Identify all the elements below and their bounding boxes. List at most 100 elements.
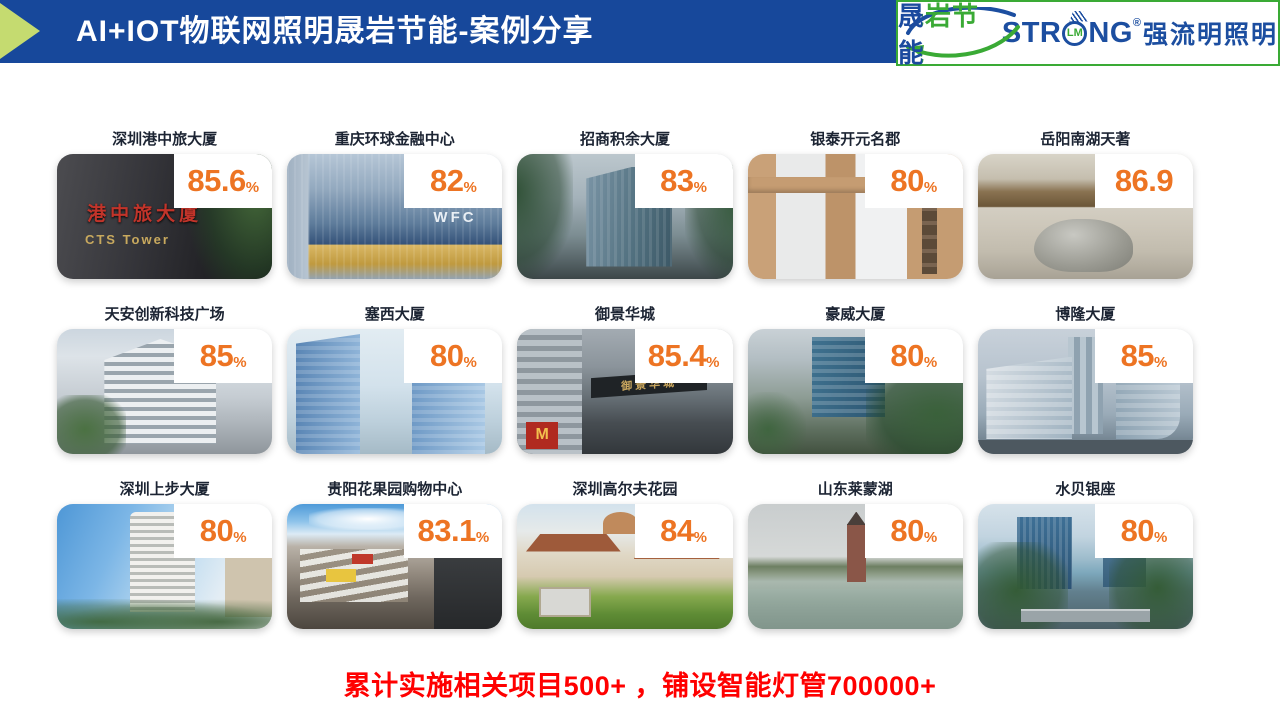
saving-badge: 85.6 %	[174, 154, 273, 208]
case-card: 天安创新科技广场 85 %	[57, 303, 273, 454]
case-card: 豪威大厦 80 %	[747, 303, 963, 454]
case-title: 塞西大厦	[364, 306, 425, 323]
case-title: 豪威大厦	[825, 306, 886, 323]
building-shape	[921, 196, 937, 274]
saving-value: 82	[429, 163, 464, 198]
saving-badge: 85 %	[1094, 329, 1193, 383]
case-grid: 深圳港中旅大厦 港中旅大厦 CTS Tower 85.6 % 重庆环球金融中心 …	[57, 128, 1193, 629]
case-photo: 80 %	[57, 504, 273, 629]
saving-badge: 85 %	[174, 329, 273, 383]
saving-value: 80	[890, 338, 924, 373]
saving-unit: %	[463, 353, 477, 371]
case-photo: WFC 82 %	[287, 154, 503, 279]
saving-badge: 80 %	[1094, 504, 1193, 558]
saving-badge: 83.1 %	[404, 504, 503, 558]
building-shape	[986, 356, 1073, 439]
saving-unit: %	[923, 528, 938, 546]
saving-unit: %	[1154, 528, 1168, 546]
lake-shape	[747, 589, 963, 629]
building-shape	[295, 334, 361, 454]
tree-shape	[57, 599, 273, 629]
saving-value: 80	[429, 338, 464, 373]
saving-badge: 84 %	[634, 504, 733, 558]
saving-unit: %	[706, 353, 720, 371]
photo-sign-text: 港中旅大厦	[87, 204, 203, 225]
saving-value: 85	[199, 338, 234, 373]
saving-unit: %	[923, 178, 938, 196]
saving-unit: %	[233, 353, 247, 371]
case-photo: 83.1 %	[287, 504, 503, 629]
case-photo: 港中旅大厦 CTS Tower 85.6 %	[57, 154, 273, 279]
case-card: 招商积余大厦 83 %	[517, 128, 733, 279]
case-title: 山东莱蒙湖	[817, 481, 893, 498]
saving-unit: %	[245, 178, 260, 196]
case-card: 塞西大厦 80 %	[287, 303, 503, 454]
case-photo: 御景华城 M 85.4 %	[517, 329, 733, 454]
road-shape	[977, 440, 1193, 454]
saving-badge: 83 %	[634, 154, 733, 208]
building-shape	[325, 569, 357, 582]
dome-shape	[603, 511, 638, 534]
strong-logo: STR LM NG ® 强流明照明	[1002, 10, 1278, 51]
case-title: 深圳高尔夫花园	[572, 481, 678, 498]
saving-value: 84	[660, 513, 694, 548]
saving-badge: 80 %	[864, 329, 963, 383]
summary-text: 累计实施相关项目500+ ，铺设智能灯管700000+	[343, 671, 937, 701]
case-photo: 83 %	[517, 154, 733, 279]
mcdonalds-sign: M	[525, 421, 559, 449]
orbit-swoosh-icon	[906, 7, 1020, 58]
case-title: 水贝银座	[1055, 481, 1116, 498]
arrow-icon	[0, 3, 40, 59]
saving-badge: 80 %	[174, 504, 273, 558]
strong-logo-cn: 强流明照明	[1142, 21, 1278, 49]
strong-logo-suffix: NG	[1088, 16, 1133, 49]
tree-shape	[57, 395, 126, 454]
case-title: 重庆环球金融中心	[334, 131, 455, 148]
logo-panel: 晟岩节能 STR LM NG ® 强流明照明	[896, 0, 1280, 68]
saving-unit: %	[923, 353, 938, 371]
case-title: 博隆大厦	[1055, 306, 1116, 323]
strong-logo-o-icon: LM	[1062, 10, 1090, 46]
case-card: 水贝银座 80 %	[977, 478, 1193, 629]
saving-value: 83.1	[417, 513, 477, 548]
case-photo: 85 %	[57, 329, 273, 454]
saving-badge: 86.9	[1094, 154, 1193, 208]
garage-shape	[538, 586, 591, 617]
photo-sign-text: M	[535, 426, 549, 444]
lm-mark: LM	[1066, 27, 1083, 39]
case-photo: 80 %	[747, 154, 963, 279]
photo-sign-text: WFC	[433, 209, 477, 226]
case-title: 招商积余大厦	[579, 131, 670, 148]
saving-unit: %	[463, 178, 477, 196]
bridge-shape	[1020, 609, 1150, 622]
tree-shape	[747, 391, 806, 454]
case-card: 重庆环球金融中心 WFC 82 %	[287, 128, 503, 279]
case-title: 银泰开元名郡	[810, 131, 901, 148]
saving-unit: %	[693, 528, 707, 546]
saving-value: 86.9	[1114, 163, 1174, 198]
saving-badge: 80 %	[864, 504, 963, 558]
saving-badge: 82 %	[404, 154, 503, 208]
palm-tree-shape	[517, 154, 574, 279]
case-title: 贵阳花果园购物中心	[327, 481, 463, 498]
registered-mark: ®	[1132, 17, 1141, 29]
case-card: 深圳高尔夫花园 84 %	[517, 478, 733, 629]
stone-shape	[1033, 219, 1133, 272]
saving-badge: 80 %	[404, 329, 503, 383]
case-card: 博隆大厦 85 %	[977, 303, 1193, 454]
saving-value: 85	[1120, 338, 1155, 373]
case-card: 贵阳花果园购物中心 83.1 %	[287, 478, 503, 629]
case-title: 天安创新科技广场	[104, 306, 225, 323]
saving-value: 80	[890, 513, 924, 548]
saving-unit: %	[475, 528, 490, 546]
saving-badge: 85.4 %	[634, 329, 733, 383]
case-title: 岳阳南湖天著	[1040, 131, 1131, 148]
spire-shape	[846, 511, 866, 526]
shengyan-logo-text: 晟岩节能	[898, 0, 992, 70]
saving-value: 85.6	[187, 163, 246, 198]
saving-value: 83	[660, 163, 694, 198]
case-photo: 80 %	[747, 504, 963, 629]
case-photo: 80 %	[287, 329, 503, 454]
cloud-shape	[308, 507, 428, 531]
saving-value: 80	[890, 163, 924, 198]
